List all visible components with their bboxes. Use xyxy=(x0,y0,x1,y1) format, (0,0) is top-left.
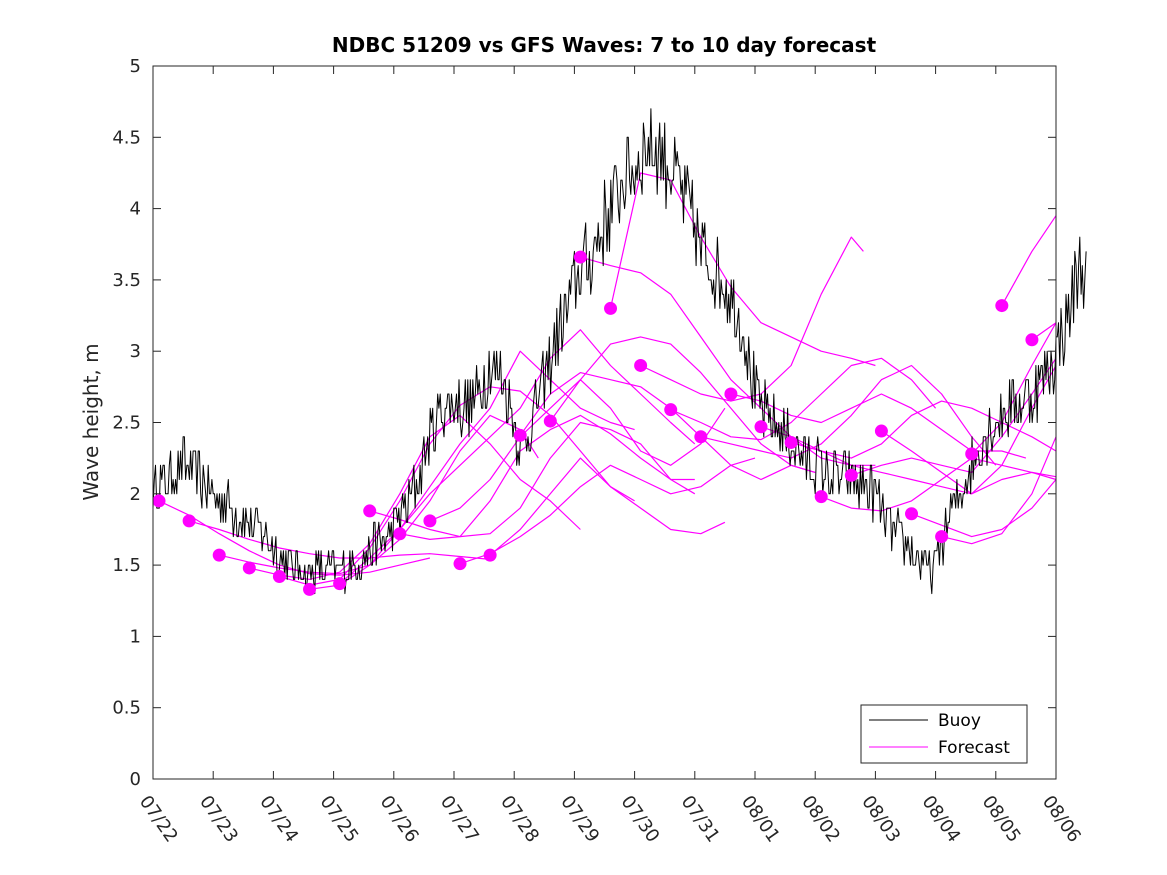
forecast-series xyxy=(309,350,635,590)
forecast-start-marker xyxy=(182,514,196,528)
y-tick-label: 4 xyxy=(130,199,141,220)
forecast-start-marker xyxy=(1025,333,1039,347)
forecast-start-marker xyxy=(874,424,888,438)
forecast-start-marker xyxy=(333,577,347,591)
legend-buoy-label: Buoy xyxy=(938,711,981,731)
forecast-series xyxy=(820,457,1057,512)
forecast-start-marker xyxy=(423,514,437,528)
y-tick-label: 2.5 xyxy=(112,413,141,434)
forecast-start-marker xyxy=(604,301,618,315)
forecast-series xyxy=(399,414,695,541)
forecast-start-marker xyxy=(543,414,557,428)
forecast-series xyxy=(851,357,1057,476)
forecast-start-marker xyxy=(513,428,527,442)
forecast-start-marker xyxy=(634,358,648,372)
forecast-series xyxy=(459,457,756,565)
forecast-series xyxy=(580,256,876,466)
y-tick-label: 2 xyxy=(130,484,141,505)
forecast-start-marker xyxy=(393,527,407,541)
forecast-start-marker xyxy=(724,387,738,401)
buoy-line xyxy=(152,108,1087,595)
chart-title: NDBC 51209 vs GFS Waves: 7 to 10 day for… xyxy=(332,33,877,57)
forecast-markers xyxy=(152,250,1039,596)
forecast-start-marker xyxy=(814,490,828,504)
forecast-series xyxy=(730,393,1027,459)
forecast-start-marker xyxy=(935,530,949,544)
y-tick-label: 3 xyxy=(130,341,141,362)
y-tick-label: 1.5 xyxy=(112,555,141,576)
forecast-series xyxy=(670,357,937,441)
forecast-start-marker xyxy=(754,420,768,434)
legend: Buoy Forecast xyxy=(860,704,1028,764)
forecast-start-marker xyxy=(303,582,317,596)
forecast-series xyxy=(188,520,491,560)
forecast-series xyxy=(489,457,726,556)
forecast-series xyxy=(158,500,431,576)
buoy-series xyxy=(152,108,1087,595)
forecast-series xyxy=(760,400,1057,459)
forecast-series xyxy=(249,414,581,581)
forecast-start-marker xyxy=(573,250,587,264)
forecast-start-marker xyxy=(905,507,919,521)
forecast-series xyxy=(369,421,696,538)
legend-forecast-label: Forecast xyxy=(938,738,1010,758)
y-tick-label: 0.5 xyxy=(112,698,141,719)
y-tick-label: 4.5 xyxy=(112,127,141,148)
forecast-series xyxy=(971,322,1057,455)
forecast-start-marker xyxy=(784,435,798,449)
y-tick-label: 3.5 xyxy=(112,270,141,291)
y-axis: 0 0.5 1 1.5 2 2.5 3 3.5 4 4.5 5 xyxy=(112,56,1056,790)
forecast-start-marker xyxy=(363,504,377,518)
forecast-start-marker xyxy=(453,557,467,571)
forecast-series xyxy=(609,172,876,367)
forecast-start-marker xyxy=(965,447,979,461)
y-tick-label: 5 xyxy=(130,56,141,77)
y-axis-label: Wave height, m xyxy=(79,343,103,500)
forecast-series xyxy=(941,436,1057,545)
forecast-start-marker xyxy=(844,468,858,482)
y-tick-label: 0 xyxy=(130,769,141,790)
forecast-start-marker xyxy=(242,561,256,575)
plot-background xyxy=(153,66,1056,779)
forecast-series xyxy=(219,414,539,575)
forecast-series xyxy=(911,479,1057,538)
forecast-start-marker xyxy=(694,430,708,444)
forecast-start-marker xyxy=(272,570,286,584)
forecast-start-marker xyxy=(152,494,166,508)
forecast-start-marker xyxy=(483,548,497,562)
forecast-start-marker xyxy=(995,299,1009,313)
forecast-start-marker xyxy=(212,548,226,562)
forecast-series xyxy=(700,364,997,466)
y-tick-label: 1 xyxy=(130,626,141,647)
legend-box xyxy=(860,704,1028,764)
forecast-series xyxy=(1001,215,1057,306)
forecast-start-marker xyxy=(664,403,678,417)
